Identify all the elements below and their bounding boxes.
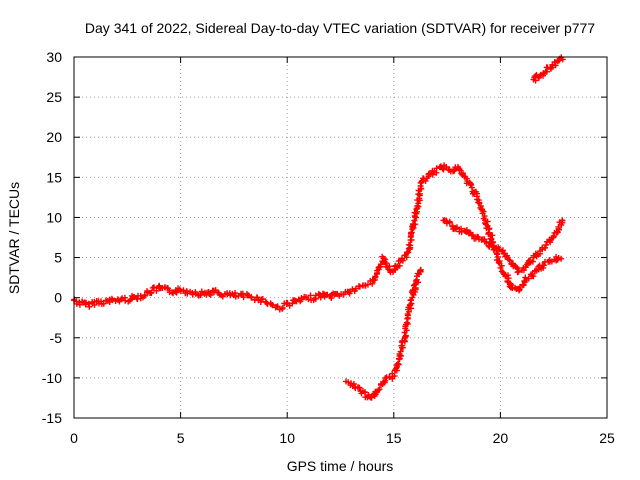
data-point — [102, 295, 119, 305]
y-tick-label: -10 — [42, 370, 62, 386]
data-point — [91, 298, 107, 308]
x-tick-label: 5 — [177, 430, 185, 446]
x-tick-label: 20 — [493, 430, 509, 446]
data-point — [369, 267, 381, 284]
x-tick-label: 25 — [599, 430, 615, 446]
data-point — [467, 181, 480, 197]
y-tick-label: -5 — [50, 330, 63, 346]
y-tick-label: 10 — [46, 209, 62, 225]
data-point — [380, 375, 389, 386]
data-point — [189, 289, 204, 299]
data-point — [413, 270, 422, 284]
series-upper-branch — [440, 217, 566, 276]
data-point — [83, 298, 98, 310]
data-point — [211, 287, 225, 299]
data-point — [263, 299, 274, 308]
chart-title: Day 341 of 2022, Sidereal Day-to-day VTE… — [85, 20, 595, 36]
axis-ticks: 0 5 10 15 20 25 -15 -10 -5 0 5 10 15 20 25 30 — [42, 49, 615, 446]
data-point — [408, 284, 419, 296]
x-tick-label: 15 — [386, 430, 402, 446]
data-point — [559, 217, 566, 224]
data-point — [351, 282, 367, 294]
data-point — [405, 226, 416, 253]
data-point — [357, 387, 368, 397]
data-point — [114, 294, 129, 305]
y-tick-label: 25 — [46, 89, 62, 105]
data-point — [558, 255, 565, 262]
series-top-segment — [530, 54, 566, 84]
data-point — [148, 284, 156, 297]
data-point — [402, 311, 411, 330]
y-tick-label: 20 — [46, 129, 62, 145]
y-tick-label: 15 — [46, 169, 62, 185]
data-point — [350, 381, 363, 392]
data-point — [436, 163, 447, 173]
data-point — [545, 257, 555, 265]
data-point — [538, 258, 548, 272]
data-point — [533, 71, 544, 81]
data-point — [230, 290, 246, 300]
data-point — [251, 294, 269, 305]
series-lower-arc — [343, 266, 424, 401]
x-tick-label: 10 — [279, 430, 295, 446]
plot-frame — [73, 56, 608, 419]
data-point — [478, 236, 490, 245]
data-point — [441, 162, 453, 173]
data-point — [370, 387, 382, 398]
data-points — [71, 54, 566, 401]
data-point — [525, 271, 537, 282]
y-tick-label: 0 — [54, 290, 62, 306]
data-point — [396, 337, 408, 359]
data-point — [151, 283, 162, 294]
data-point — [493, 250, 505, 271]
grid-lines — [74, 57, 607, 418]
data-point — [409, 205, 421, 231]
data-point — [429, 165, 440, 178]
data-point — [397, 255, 406, 264]
data-point — [452, 224, 465, 236]
data-point — [169, 285, 182, 297]
y-tick-label: 30 — [46, 49, 62, 65]
data-point — [292, 295, 305, 305]
data-point — [519, 274, 530, 289]
data-point — [219, 290, 236, 300]
data-point — [422, 170, 434, 184]
series-main-track — [71, 162, 565, 313]
data-point — [401, 249, 412, 261]
data-point — [504, 279, 518, 291]
x-tick-label: 0 — [70, 430, 78, 446]
data-point — [530, 73, 539, 84]
y-tick-label: -15 — [42, 410, 62, 426]
data-point — [496, 246, 509, 260]
x-axis-title: GPS time / hours — [287, 458, 394, 474]
data-point — [134, 292, 146, 303]
y-axis-title: SDTVAR / TECUs — [6, 182, 22, 294]
data-point — [551, 253, 562, 264]
y-tick-label: 5 — [54, 250, 62, 266]
data-point — [465, 229, 476, 239]
data-point — [522, 257, 534, 271]
data-point — [359, 277, 376, 289]
data-point — [537, 70, 548, 79]
data-point — [417, 268, 424, 275]
data-point — [542, 236, 554, 251]
data-point — [317, 290, 331, 301]
data-point — [513, 284, 523, 294]
data-point — [473, 193, 486, 214]
data-point — [479, 208, 493, 237]
data-point — [176, 286, 194, 297]
